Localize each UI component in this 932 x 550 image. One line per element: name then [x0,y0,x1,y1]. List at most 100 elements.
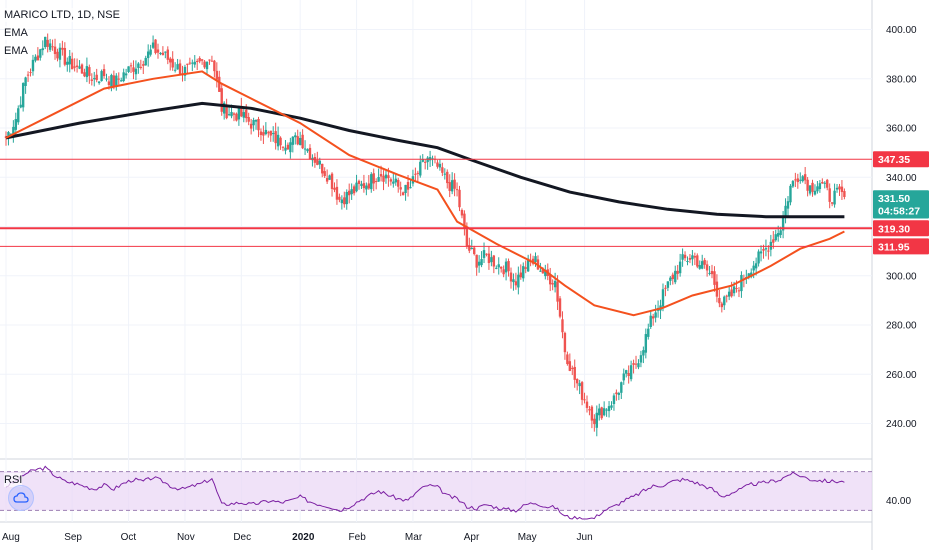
candle-body [279,137,282,146]
candle-body [262,132,265,136]
candle-body [519,272,522,278]
candle-body [115,75,118,87]
time-tick-label: Nov [177,532,195,543]
candle-body [772,239,775,243]
chart-legend-title: MARICO LTD, 1D, NSE [4,8,120,22]
candle-body [17,108,20,123]
candle-body [269,130,272,136]
time-axis[interactable]: Aug Sep Oct Nov Dec 2020 Feb Mar Apr May Jun [2,532,593,543]
time-tick-label: Dec [233,532,251,543]
candle-body [446,171,449,184]
candle-body [551,283,554,285]
candle-body [622,373,625,381]
candle-body [198,58,201,62]
last-price-tag: 331.50 [873,190,929,207]
collapse-panel-icon[interactable] [8,485,34,511]
candle-body [384,174,388,179]
candle-body [732,286,736,294]
candle-body [44,36,47,48]
candle-body [541,268,545,274]
candle-body [9,133,13,135]
candle-body [593,418,596,425]
candle-body [473,247,476,255]
candle-body [313,157,317,163]
candle-body [830,202,834,204]
candle-body [786,201,790,209]
candle-body [634,363,638,365]
candle-body [78,66,81,69]
candle-body [509,272,513,282]
time-tick-label: Mar [405,532,423,543]
rsi-band [0,471,872,511]
candle-body [291,136,295,145]
candle-body [213,60,216,72]
candle-body [840,186,844,193]
candle-body [727,291,731,297]
candle-body [607,406,611,412]
ema-legend-2: EMA [4,44,28,58]
level-tag: 319.30 [873,220,929,237]
candle-body [249,123,253,129]
candle-body [585,401,589,408]
candle-body [161,52,165,56]
chart-grid [0,0,873,550]
candle-body [90,79,93,81]
candle-body [843,191,846,197]
candle-body [208,59,211,61]
candle-body [227,114,231,116]
candle-body [107,81,111,86]
candle-body [85,66,89,78]
candle-body [468,245,471,251]
candle-body [735,288,738,290]
candle-body [438,163,442,168]
price-axis[interactable]: 240.00260.00280.00300.00320.00340.00360.… [873,25,929,507]
candle-body [274,131,277,144]
candle-body [632,363,635,365]
candle-body [752,265,755,271]
candle-body [26,74,30,76]
candle-body [39,49,42,58]
candle-body [463,213,466,229]
candle-body [595,412,598,428]
candle-body [764,248,768,250]
candle-body [21,83,25,108]
candle-body [612,395,616,405]
candle-body [401,192,405,196]
candle-body [377,176,380,182]
time-tick-label: 2020 [292,532,315,543]
candle-body [654,312,657,318]
candle-body [61,47,64,50]
candle-body [781,216,785,231]
candle-body [544,269,547,277]
candle-body [225,105,228,119]
rsi-legend: RSI [4,473,23,487]
candle-body [392,181,395,184]
level-tag-text: 311.95 [878,241,910,253]
candle-body [583,399,586,401]
horizontal-levels[interactable] [0,158,872,247]
candle-body [713,271,716,285]
candle-body [240,106,243,117]
candle-body [602,408,606,416]
candle-body [453,179,456,189]
price-tick-label: 240.00 [886,419,917,430]
candle-body [661,289,665,307]
candle-body [134,68,138,75]
candle-body [298,137,302,146]
candle-body [51,46,54,48]
candle-body [203,61,206,68]
candle-body [75,65,79,67]
candle-body [80,64,84,74]
level-tag-bg [873,151,929,168]
candle-body [235,113,238,121]
indicator-lines [5,70,845,317]
candle-body [759,251,763,254]
candle-body [450,180,454,192]
candle-body [257,118,260,131]
price-tick-label: 400.00 [886,25,917,36]
candle-body [281,146,285,148]
candle-body [534,256,537,262]
candle-body [784,205,787,218]
candle-body [426,157,429,163]
